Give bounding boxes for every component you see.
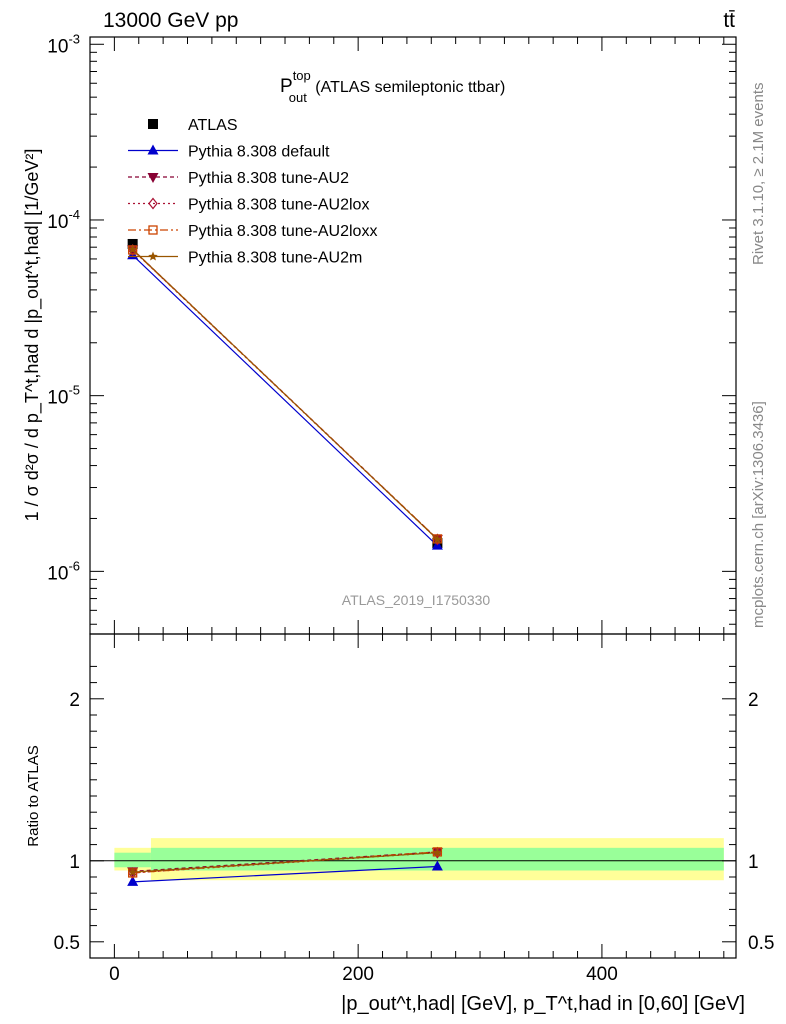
legend-entry: Pythia 8.308 tune-AU2 [128,170,349,187]
legend-label: ATLAS [188,117,238,134]
legend-label: Pythia 8.308 default [188,144,330,161]
energy-label: 13000 GeV pp [103,9,238,32]
process-label: tt̄ [723,9,735,32]
x-tick-label: 0 [109,964,120,985]
legend-marker [148,225,158,235]
ratio-y-tick-label: 2 [69,690,80,711]
ratio-line [132,852,438,873]
legend-label: Pythia 8.308 tune-AU2 [188,170,349,187]
ratio-y-tick-label-right: 2 [748,690,759,711]
x-axis-label: |p_out^t,had| [GeV], p_T^t,had in [0,60]… [341,993,745,1015]
legend-marker [148,197,158,210]
ratio-line [132,865,438,883]
x-tick-label: 200 [342,964,374,985]
series-1 [127,249,443,550]
series-line [132,248,438,540]
analysis-label: ATLAS_2019_I1750330 [342,592,491,608]
series-5 [127,244,443,544]
ratio-y-tick-label: 1 [69,852,80,873]
data-point [432,534,443,544]
legend-entry: Pythia 8.308 default [128,144,330,161]
legend-entry: Pythia 8.308 tune-AU2loxx [128,223,377,240]
series-0 [127,238,443,549]
y-tick-label: 10-3 [47,31,80,57]
mcplots-label: mcplots.cern.ch [arXiv:1306.3436] [750,401,767,628]
main-panel: 10-6 10-5 10-4 10-3 ATLAS Pythia 8.308 defau… [22,31,737,635]
legend-marker [148,251,158,261]
ratio-series-4 [127,847,443,877]
y-tick-label: 10-4 [47,207,80,233]
legend-label: Pythia 8.308 tune-AU2m [188,250,362,267]
ratio-point [431,860,443,871]
main-frame [89,36,737,635]
legend-entry: Pythia 8.308 tune-AU2m [128,250,362,267]
y-tick-label: 10-6 [47,558,80,584]
legend: ATLAS Pythia 8.308 default Pythia 8.308 tu… [128,117,377,267]
ratio-y-tick-label-right: 0.5 [748,933,774,954]
x-tick-label: 400 [586,964,618,985]
data-point [127,238,138,249]
ratio-point [432,847,443,857]
legend-label: Pythia 8.308 tune-AU2lox [188,197,369,214]
ratio-y-axis-label: Ratio to ATLAS [25,745,42,846]
legend-entry: ATLAS [148,117,238,134]
ratio-series-0 [127,860,443,886]
main-y-axis-label: 1 / σ d²σ / d p_T^t,had d |p_out^t,had| … [22,149,43,522]
uncertainty-band-inner [114,852,151,868]
legend-marker [147,144,159,155]
y-tick-label: 10-5 [47,383,80,409]
series-line [132,254,438,547]
data-point [127,244,138,254]
legend-entry: Pythia 8.308 tune-AU2lox [128,197,369,214]
ratio-y-tick-label: 0.5 [54,933,80,954]
ratio-y-tick-label-right: 1 [748,852,759,873]
ratio-frame [89,633,737,959]
main-title: Ptop out (ATLAS semileptonic ttbar) [280,68,505,105]
ratio-point [127,875,139,886]
legend-marker [147,173,159,183]
ratio-point [127,867,138,877]
ratio-panel: 0.5 0.5 1 1 2 2 0 200 400 Ratio to ATLAS |p_out^… [25,633,774,1015]
uncertainty-band-inner [150,847,724,871]
legend-label: Pythia 8.308 tune-AU2loxx [188,223,377,240]
legend-marker [148,119,158,129]
rivet-label: Rivet 3.1.10, ≥ 2.1M events [750,83,767,266]
ratio-line [132,851,438,872]
